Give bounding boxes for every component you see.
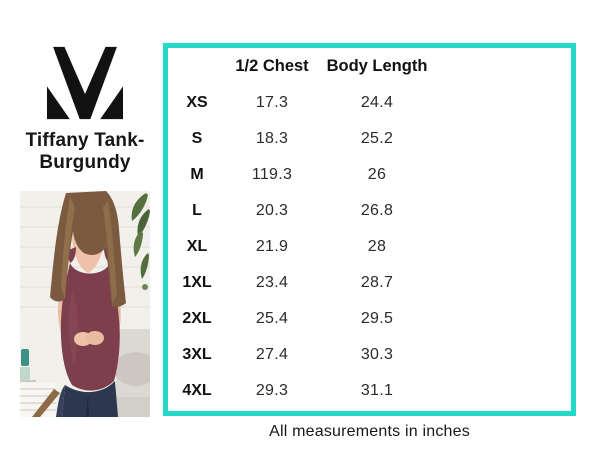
product-title-line2: Burgundy [39, 152, 131, 173]
size-table-header-row: 1/2 Chest Body Length [168, 48, 571, 85]
length-value: 30.3 [360, 346, 394, 363]
product-title: Tiffany Tank- Burgundy [0, 130, 170, 174]
size-label: 2XL [182, 310, 212, 327]
size-label: S [191, 130, 203, 147]
chest-value: 119.3 [251, 166, 293, 183]
length-value: 26 [367, 166, 387, 183]
table-row-xs: XS 17.3 24.4 [168, 85, 571, 121]
size-label: 4XL [182, 382, 212, 399]
size-table: 1/2 Chest Body Length XS 17.3 24.4 S 18.… [163, 43, 576, 416]
chest-value: 17.3 [255, 94, 289, 111]
table-row-s: S 18.3 25.2 [168, 121, 571, 157]
length-value: 25.2 [360, 130, 394, 147]
length-value: 29.5 [360, 310, 394, 327]
length-value: 28.7 [360, 274, 394, 291]
length-value: 26.8 [360, 202, 394, 219]
length-value: 31.1 [360, 382, 394, 399]
shelf-decor [20, 349, 36, 382]
chest-value: 21.9 [255, 238, 289, 255]
table-row-m: M 119.3 26 [168, 157, 571, 193]
chest-value: 27.4 [255, 346, 289, 363]
plant-decoration [131, 193, 150, 290]
table-row-2xl: 2XL 25.4 29.5 [168, 301, 571, 337]
mv-monogram-icon [47, 46, 123, 120]
chest-value: 25.4 [255, 310, 289, 327]
measurement-note: All measurements in inches [269, 423, 470, 440]
chest-value: 23.4 [255, 274, 289, 291]
table-row-xl: XL 21.9 28 [168, 229, 571, 265]
size-label: XS [186, 94, 208, 111]
couch [114, 329, 150, 417]
size-label: M [190, 166, 204, 183]
size-label: 1XL [182, 274, 212, 291]
table-row-4xl: 4XL 29.3 31.1 [168, 373, 571, 409]
size-label: L [192, 202, 202, 219]
size-label: 3XL [182, 346, 212, 363]
length-column-header: Body Length [326, 57, 428, 75]
table-row-3xl: 3XL 27.4 30.3 [168, 337, 571, 373]
product-photo [20, 191, 150, 417]
chest-column-header: 1/2 Chest [235, 57, 309, 75]
chest-value: 20.3 [255, 202, 289, 219]
chest-value: 18.3 [255, 130, 289, 147]
model [50, 191, 126, 417]
table-row-1xl: 1XL 23.4 28.7 [168, 265, 571, 301]
chest-value: 29.3 [255, 382, 289, 399]
size-label: XL [186, 238, 208, 255]
length-value: 24.4 [360, 94, 394, 111]
length-value: 28 [367, 238, 387, 255]
product-title-line1: Tiffany Tank- [25, 130, 145, 151]
bench [20, 383, 60, 417]
table-row-l: L 20.3 26.8 [168, 193, 571, 229]
